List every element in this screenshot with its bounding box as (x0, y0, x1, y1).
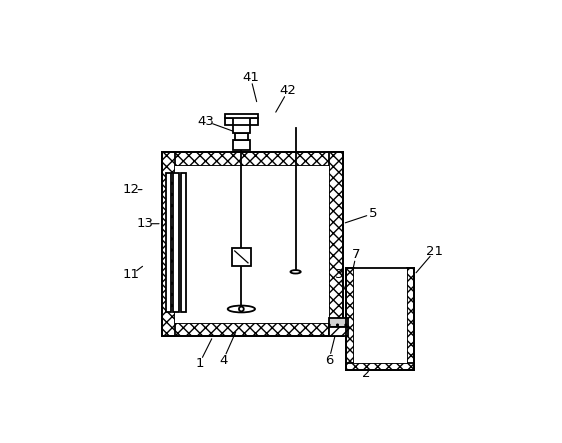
Text: 4: 4 (219, 354, 228, 367)
Bar (232, 248, 251, 266)
Bar (329, 327, 348, 336)
Text: 2: 2 (362, 367, 371, 380)
Bar (250, 118, 258, 125)
Bar (225, 114, 258, 118)
Bar (162, 323, 343, 336)
Bar (235, 132, 247, 140)
Text: 6: 6 (325, 354, 333, 367)
Bar (233, 125, 250, 132)
Text: 11: 11 (123, 268, 139, 281)
Text: 7: 7 (352, 248, 360, 261)
Bar (353, 268, 407, 363)
Text: 13: 13 (136, 217, 153, 230)
Bar (407, 268, 414, 370)
Bar (162, 152, 343, 336)
Text: 41: 41 (242, 70, 259, 84)
Text: 43: 43 (198, 115, 215, 128)
Bar (174, 173, 179, 312)
Ellipse shape (291, 270, 301, 273)
Bar (329, 152, 343, 336)
Bar (346, 363, 414, 370)
Text: 1: 1 (195, 357, 203, 370)
Bar (181, 173, 187, 312)
Text: 12: 12 (123, 183, 139, 196)
Bar (329, 318, 348, 327)
Bar (162, 152, 175, 336)
Ellipse shape (228, 306, 255, 312)
Circle shape (239, 307, 244, 311)
Text: 3: 3 (335, 268, 343, 281)
Bar (175, 166, 329, 323)
Bar (162, 152, 343, 166)
Bar (346, 268, 414, 370)
Text: 42: 42 (279, 84, 297, 97)
Bar (346, 268, 353, 370)
Bar (166, 173, 171, 312)
Text: 21: 21 (426, 245, 443, 257)
Bar (233, 140, 250, 150)
Bar (225, 118, 233, 125)
Text: 5: 5 (369, 207, 378, 220)
